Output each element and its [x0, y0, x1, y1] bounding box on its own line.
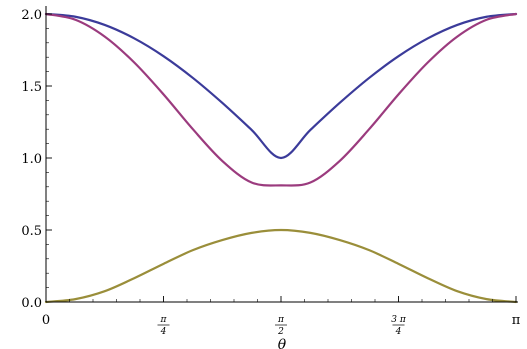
- x-tick-fraction: π2: [275, 315, 287, 337]
- y-tick-label: 1.5: [21, 80, 42, 95]
- x-tick-label: π: [512, 313, 521, 328]
- y-tick-label: 0.0: [21, 296, 42, 311]
- x-tick-denominator: 4: [395, 327, 402, 337]
- y-ticks: 0.0 0.5 1.0 1.5 2.0: [21, 8, 52, 311]
- x-tick-label: 0: [42, 313, 50, 328]
- x-tick-fraction: π4: [157, 315, 170, 337]
- series-line-1: [44, 12, 518, 160]
- y-tick-label: 0.5: [21, 224, 42, 239]
- x-axis-label: θ: [278, 337, 287, 349]
- x-tick-numerator: 3 π: [391, 315, 407, 325]
- x-tick-denominator: 2: [277, 327, 284, 337]
- series-line-3: [44, 228, 518, 304]
- x-tick-fraction: 3 π4: [391, 315, 407, 337]
- x-tick-numerator: π: [160, 315, 168, 325]
- x-tick-denominator: 4: [160, 327, 167, 337]
- series-line-2: [44, 12, 518, 187]
- y-tick-label: 2.0: [21, 8, 42, 23]
- axes: [45, 6, 518, 303]
- series-lines: [44, 12, 518, 304]
- x-tick-numerator: π: [277, 315, 285, 325]
- y-tick-label: 1.0: [21, 152, 42, 167]
